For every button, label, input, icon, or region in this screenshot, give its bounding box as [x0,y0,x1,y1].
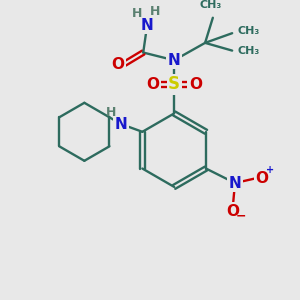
Text: N: N [229,176,242,190]
Text: H: H [150,5,160,18]
Text: O: O [189,77,202,92]
Text: O: O [256,171,268,186]
Text: +: + [266,166,274,176]
Text: −: − [236,209,246,222]
Text: N: N [168,53,181,68]
Text: O: O [146,77,159,92]
Text: O: O [226,204,239,219]
Text: CH₃: CH₃ [237,26,259,36]
Text: O: O [112,57,124,72]
Text: CH₃: CH₃ [237,46,259,56]
Text: CH₃: CH₃ [200,0,222,10]
Text: N: N [115,117,128,132]
Text: S: S [168,75,180,93]
Text: N: N [141,18,154,33]
Text: H: H [132,8,142,20]
Text: H: H [106,106,117,119]
